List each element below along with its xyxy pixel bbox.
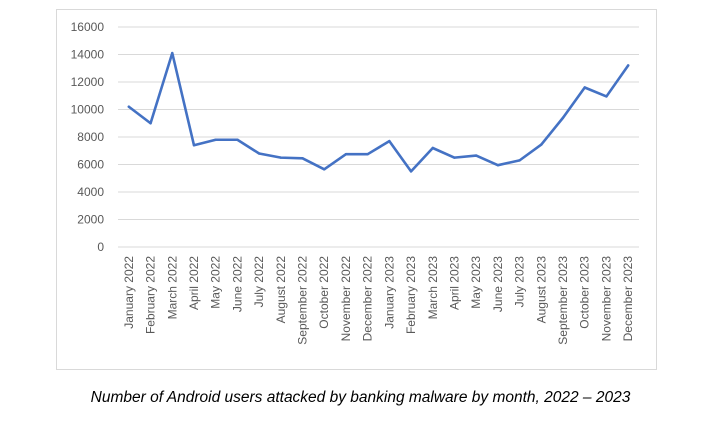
x-tick-label: June 2023: [491, 256, 505, 312]
data-point: [171, 51, 174, 55]
y-tick-label: 16000: [71, 20, 105, 34]
data-point: [344, 152, 348, 156]
x-tick-label: November 2022: [339, 256, 353, 342]
chart-caption: Number of Android users attacked by bank…: [90, 389, 631, 406]
y-tick-label: 2000: [77, 213, 104, 227]
data-point: [540, 143, 543, 146]
x-tick-label: January 2022: [122, 256, 136, 329]
data-point: [279, 156, 283, 159]
data-point: [192, 144, 196, 147]
x-tick-label: August 2022: [274, 256, 288, 324]
y-tick-label: 10000: [71, 103, 105, 117]
data-point: [149, 122, 152, 125]
y-tick-label: 14000: [71, 48, 105, 62]
data-point: [323, 168, 326, 171]
x-tick-label: April 2023: [447, 256, 461, 310]
data-point: [236, 138, 239, 141]
data-point: [496, 163, 500, 167]
y-tick-label: 8000: [77, 130, 104, 144]
data-point: [626, 64, 630, 67]
data-point: [214, 138, 217, 141]
data-point: [605, 95, 608, 98]
x-tick-label: August 2023: [534, 256, 548, 324]
x-tick-label: July 2023: [513, 256, 527, 308]
y-tick-label: 0: [97, 240, 104, 254]
data-point: [409, 170, 413, 173]
x-tick-label: November 2023: [599, 256, 613, 342]
x-tick-label: March 2023: [426, 256, 440, 320]
x-tick-label: December 2022: [361, 256, 375, 342]
x-tick-label: March 2022: [165, 256, 179, 320]
data-point: [301, 157, 304, 160]
x-tick-label: September 2022: [296, 256, 310, 345]
x-axis-ticks: January 2022 February 2022 March 2022 April…: [122, 256, 635, 345]
series-line: [127, 51, 630, 173]
data-point: [474, 154, 478, 157]
data-point: [257, 152, 261, 155]
x-tick-label: February 2022: [144, 256, 158, 334]
x-tick-label: July 2022: [252, 256, 266, 308]
data-point: [431, 146, 434, 150]
x-tick-label: December 2023: [621, 256, 635, 342]
y-tick-label: 6000: [77, 158, 104, 172]
x-tick-label: September 2023: [556, 256, 570, 345]
x-tick-label: January 2023: [382, 256, 396, 329]
x-tick-label: May 2022: [209, 256, 223, 309]
data-point: [518, 159, 521, 162]
x-tick-label: February 2023: [404, 256, 418, 334]
data-point: [453, 156, 456, 159]
x-tick-label: May 2023: [469, 256, 483, 309]
x-tick-label: June 2022: [230, 256, 244, 312]
x-tick-label: April 2022: [187, 256, 201, 310]
y-tick-label: 12000: [71, 75, 105, 89]
x-tick-label: October 2023: [578, 256, 592, 329]
data-point: [561, 116, 565, 119]
data-point: [388, 139, 391, 143]
data-point: [127, 105, 131, 108]
y-axis-ticks: 0 2000 4000 6000 8000 10000 12000 14000 16000: [71, 20, 105, 254]
data-point: [366, 152, 369, 156]
gridlines: [118, 26, 639, 248]
data-point: [583, 86, 586, 89]
x-tick-label: October 2022: [317, 256, 331, 329]
y-tick-label: 4000: [77, 185, 104, 199]
series-group: [127, 51, 630, 173]
chart-frame: [56, 9, 657, 370]
